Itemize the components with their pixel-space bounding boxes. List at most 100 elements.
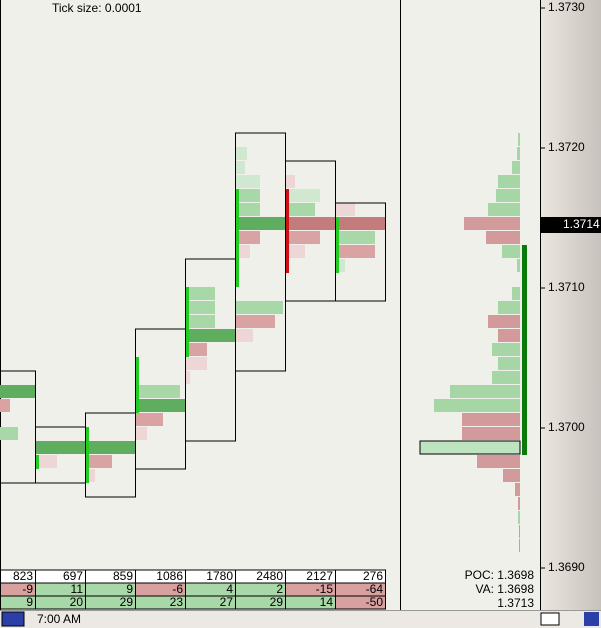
open-close-line <box>86 427 89 483</box>
table-value: 23 <box>170 595 184 609</box>
menu-button[interactable] <box>1 611 25 627</box>
footprint-cell <box>285 189 320 202</box>
footprint-cell <box>335 231 375 244</box>
time-label: 7:00 AM <box>37 612 81 626</box>
footprint-cell <box>185 329 235 342</box>
open-close-line <box>136 357 139 413</box>
table-value: 2 <box>276 582 283 596</box>
last-price-box <box>541 217 601 233</box>
footprint-cell <box>235 315 275 328</box>
table-value: 1086 <box>156 569 183 583</box>
profile-bar <box>512 287 520 300</box>
footprint-cell <box>185 301 215 314</box>
footprint-cell <box>0 385 35 398</box>
profile-bar <box>517 147 520 160</box>
footprint-cell <box>35 441 85 454</box>
table-value: -6 <box>172 582 183 596</box>
va-text: VA: 1.3698 <box>476 582 535 596</box>
table-value: 4 <box>226 582 233 596</box>
footprint-cell <box>285 245 305 258</box>
footprint-cell <box>0 427 18 440</box>
y-tick-label: 1.3690 <box>548 560 585 574</box>
table-value: 2480 <box>256 569 283 583</box>
footprint-cell <box>235 231 260 244</box>
table-value: 9 <box>26 595 33 609</box>
profile-bar <box>488 203 520 216</box>
footprint-cell <box>335 259 345 272</box>
y-tick-label: 1.3720 <box>548 140 585 154</box>
profile-bar <box>498 301 520 314</box>
table-value: -15 <box>316 582 334 596</box>
footprint-cell <box>285 203 315 216</box>
link-button[interactable] <box>540 612 560 626</box>
open-close-line <box>336 217 339 273</box>
profile-bar <box>512 161 520 174</box>
profile-bar <box>492 371 520 384</box>
table-value: 29 <box>270 595 284 609</box>
profile-bar <box>519 525 520 538</box>
footprint-cell <box>185 357 207 370</box>
footprint-cell <box>285 231 320 244</box>
footprint-cell <box>285 175 295 188</box>
table-value: 2127 <box>306 569 333 583</box>
open-close-line <box>236 189 239 287</box>
poc-text: POC: 1.3698 <box>465 568 535 582</box>
status-bar <box>0 610 601 628</box>
footprint-cell <box>335 245 375 258</box>
table-value: 14 <box>320 595 334 609</box>
last-price-label: 1.3714 <box>563 217 600 231</box>
y-tick-label: 1.3730 <box>548 0 585 14</box>
footprint-cell <box>185 371 190 384</box>
value-area-bar <box>522 245 527 455</box>
footprint-cell <box>35 455 57 468</box>
profile-bar <box>486 231 520 244</box>
table-value: -9 <box>22 582 33 596</box>
table-value: 859 <box>113 569 133 583</box>
profile-bar <box>518 511 520 524</box>
table-value: 697 <box>63 569 83 583</box>
va-high-text: 1.3713 <box>497 596 534 610</box>
footprint-cell <box>85 441 135 454</box>
table-value: 11 <box>71 582 84 596</box>
profile-bar <box>518 133 520 146</box>
table-value: 9 <box>126 582 133 596</box>
footprint-cell <box>235 147 247 160</box>
footprint-cell <box>85 469 95 482</box>
profile-bar <box>518 497 520 510</box>
profile-bar <box>498 175 520 188</box>
profile-bar <box>498 357 520 370</box>
y-tick-label: 1.3700 <box>548 420 585 434</box>
profile-bar <box>517 259 520 272</box>
open-close-line <box>186 287 189 357</box>
footprint-cell <box>235 175 260 188</box>
profile-bar <box>519 539 520 552</box>
profile-bar <box>503 469 520 482</box>
table-value: 276 <box>363 569 383 583</box>
profile-bar <box>477 455 520 468</box>
footprint-cell <box>235 161 245 174</box>
footprint-cell <box>185 287 215 300</box>
open-close-line <box>286 189 289 273</box>
profile-bar <box>464 217 520 230</box>
profile-bar <box>419 440 521 455</box>
table-cell <box>335 595 386 610</box>
footprint-cell <box>235 329 253 342</box>
y-tick-label: 1.3710 <box>548 280 585 294</box>
profile-bar <box>434 399 520 412</box>
footprint-cell <box>135 385 180 398</box>
table-value: 27 <box>220 595 234 609</box>
footprint-cell <box>235 203 260 216</box>
help-button[interactable] <box>584 612 599 626</box>
footprint-cell <box>185 343 207 356</box>
footprint-cell <box>235 217 285 230</box>
footprint-cell <box>335 217 385 230</box>
table-value: -64 <box>366 582 384 596</box>
profile-bar <box>450 385 520 398</box>
footprint-cell <box>185 315 215 328</box>
bar-range-box <box>335 202 386 302</box>
axis-background <box>540 0 601 610</box>
footprint-cell <box>235 189 260 202</box>
profile-bar <box>492 343 520 356</box>
footprint-cell <box>285 217 335 230</box>
